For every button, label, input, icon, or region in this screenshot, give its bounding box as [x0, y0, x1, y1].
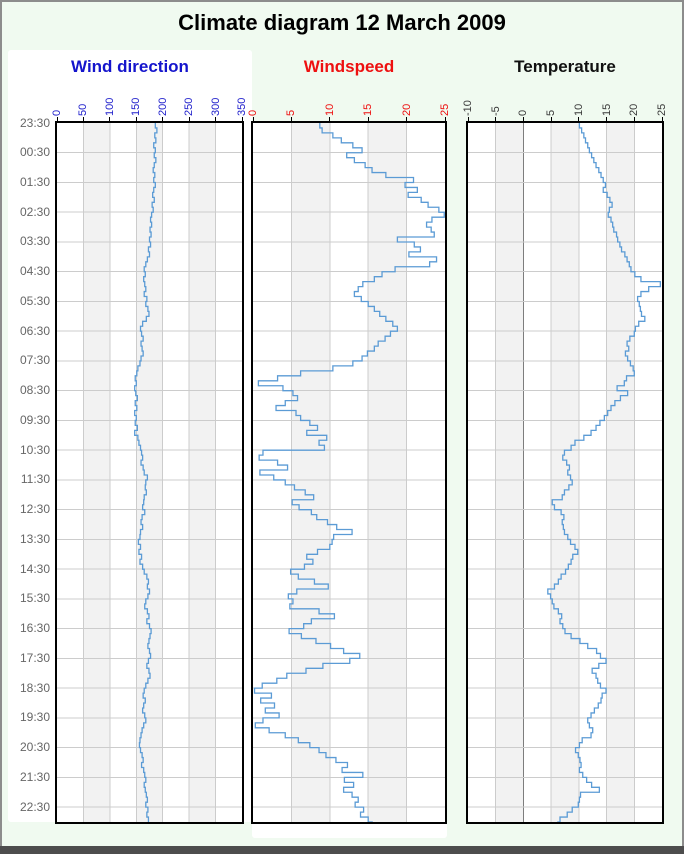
temperature-axis-tick-mark — [606, 117, 608, 121]
temperature-plot — [466, 121, 664, 824]
temperature-axis-tick-mark — [633, 117, 635, 121]
windspeed-chart-svg — [253, 123, 445, 822]
temperature-band — [606, 123, 635, 822]
time-axis-label: 12:30 — [19, 502, 50, 517]
wind-direction-axis-tick-label: 250 — [183, 97, 196, 116]
wind-direction-axis-tick-mark — [215, 117, 217, 121]
time-axis-label: 13:30 — [19, 531, 50, 546]
wind-direction-axis-tick-label: 0 — [51, 109, 63, 116]
time-axis-label: 20:30 — [19, 740, 50, 755]
temperature-axis-tick-label: 20 — [628, 103, 641, 116]
time-axis-label: 00:30 — [19, 145, 50, 160]
wind-direction-axis-tick-label: 300 — [209, 97, 222, 116]
time-axis-label: 06:30 — [19, 323, 50, 338]
time-axis-label: 23:30 — [19, 115, 50, 130]
windspeed-axis-tick-label: 0 — [247, 109, 259, 116]
windspeed-series-line — [253, 123, 445, 822]
temperature-axis-tick-mark — [661, 117, 663, 121]
windspeed-axis-tick-mark — [444, 117, 446, 121]
temperature-axis-tick-mark — [495, 117, 497, 121]
wind-direction-plot — [55, 121, 244, 824]
time-axis-label: 21:30 — [19, 769, 50, 784]
time-axis-label: 05:30 — [19, 293, 50, 308]
temperature-band — [495, 123, 524, 822]
time-axis-label: 08:30 — [19, 383, 50, 398]
time-axis-label: 16:30 — [19, 621, 50, 636]
wind-direction-series-line — [134, 123, 158, 822]
time-axis-label: 19:30 — [19, 710, 50, 725]
temperature-axis-tick-mark — [578, 117, 580, 121]
time-axis-label: 03:30 — [19, 234, 50, 249]
windspeed-band — [291, 123, 330, 822]
time-axis-label: 14:30 — [19, 561, 50, 576]
windspeed-band — [368, 123, 407, 822]
windspeed-plot — [251, 121, 447, 824]
temperature-axis-tick-label: 5 — [545, 109, 558, 116]
windspeed-axis-tick-mark — [252, 117, 254, 121]
time-axis-label: 02:30 — [19, 204, 50, 219]
time-axis-label: 15:30 — [19, 591, 50, 606]
temperature-band — [551, 123, 579, 822]
windspeed-axis-tick-label: 20 — [400, 103, 413, 116]
windspeed-axis-tick-label: 25 — [439, 103, 451, 116]
window-bottom-bar — [0, 846, 684, 854]
wind-direction-axis-tick-label: 150 — [130, 97, 143, 116]
temperature-axis-tick-mark — [522, 117, 524, 121]
windspeed-axis-tick-label: 10 — [323, 103, 336, 116]
wind-direction-axis-tick-mark — [241, 117, 243, 121]
temperature-axis-tick-label: 0 — [517, 109, 530, 116]
time-axis-label: 17:30 — [19, 650, 50, 665]
time-axis-label: 22:30 — [19, 799, 50, 814]
wind-direction-axis-tick-mark — [109, 117, 111, 121]
temperature-axis-tick-label: -10 — [462, 100, 474, 116]
temperature-axis-tick-label: 10 — [572, 103, 585, 116]
wind-direction-axis-tick-label: 100 — [103, 97, 116, 116]
windspeed-axis-tick-label: 5 — [285, 109, 298, 116]
panel-title-wind-direction: Wind direction — [71, 57, 189, 76]
wind-direction-axis-tick-mark — [56, 117, 58, 121]
time-axis-label: 09:30 — [19, 412, 50, 427]
temperature-axis-tick-mark — [467, 117, 469, 121]
temperature-axis-tick-label: 15 — [600, 103, 613, 116]
temperature-axis-tick-label: 25 — [656, 103, 668, 116]
time-axis-label: 01:30 — [19, 174, 50, 189]
time-axis-label: 07:30 — [19, 353, 50, 368]
panel-title-windspeed: Windspeed — [303, 57, 395, 76]
windspeed-axis-tick-mark — [329, 117, 331, 121]
windspeed-axis-tick-mark — [290, 117, 292, 121]
windspeed-axis-tick-mark — [406, 117, 408, 121]
page-title: Climate diagram 12 March 2009 — [178, 10, 506, 35]
panel-title-temperature: Temperature — [514, 57, 616, 76]
wind-direction-axis-tick-mark — [82, 117, 84, 121]
wind-direction-chart-svg — [57, 123, 242, 822]
windspeed-axis-tick-label: 15 — [362, 103, 375, 116]
wind-direction-band — [83, 123, 110, 822]
time-axis-label: 10:30 — [19, 442, 50, 457]
time-axis-label: 04:30 — [19, 264, 50, 279]
temperature-series-line — [547, 123, 661, 822]
wind-direction-band — [189, 123, 216, 822]
windspeed-axis-tick-mark — [367, 117, 369, 121]
wind-direction-axis-tick-label: 200 — [156, 97, 169, 116]
temperature-axis-tick-mark — [550, 117, 552, 121]
wind-direction-axis-tick-mark — [188, 117, 190, 121]
time-axis-label: 18:30 — [19, 680, 50, 695]
temperature-axis-tick-label: -5 — [489, 106, 502, 116]
temperature-chart-svg — [468, 123, 662, 822]
wind-direction-axis-tick-mark — [162, 117, 164, 121]
wind-direction-axis-tick-mark — [135, 117, 137, 121]
time-axis-label: 11:30 — [20, 472, 50, 487]
wind-direction-axis-tick-label: 50 — [77, 103, 90, 116]
